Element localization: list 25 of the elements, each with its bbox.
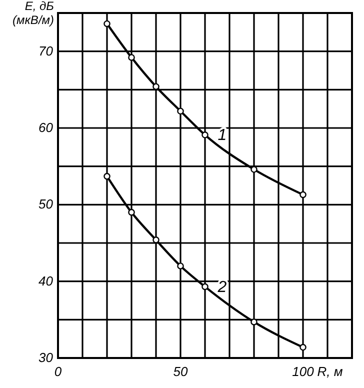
point	[104, 20, 110, 28]
y-tick-label: 60	[38, 120, 54, 135]
y-tick-label: 40	[38, 273, 54, 288]
point	[128, 208, 135, 216]
x-axis-title: R, м	[317, 364, 343, 379]
x-tick-label: 50	[173, 364, 188, 379]
point	[202, 283, 208, 290]
point	[300, 191, 306, 198]
x-tick-label: 100	[292, 364, 315, 379]
y-axis-title: E, дБ (мкВ/м)	[12, 0, 54, 27]
point	[104, 172, 110, 180]
y-tick-label: 70	[38, 43, 54, 58]
y-tick-label: 50	[38, 196, 54, 212]
point	[250, 318, 258, 326]
point	[250, 166, 258, 173]
point	[202, 132, 208, 138]
series-label: 1	[218, 126, 227, 144]
point	[177, 262, 184, 270]
point	[177, 108, 184, 115]
point	[128, 54, 135, 61]
x-tick-label: 0	[54, 364, 62, 379]
y-tick-label: 30	[38, 350, 54, 365]
point	[152, 236, 160, 244]
point	[152, 83, 160, 90]
point	[300, 344, 306, 351]
